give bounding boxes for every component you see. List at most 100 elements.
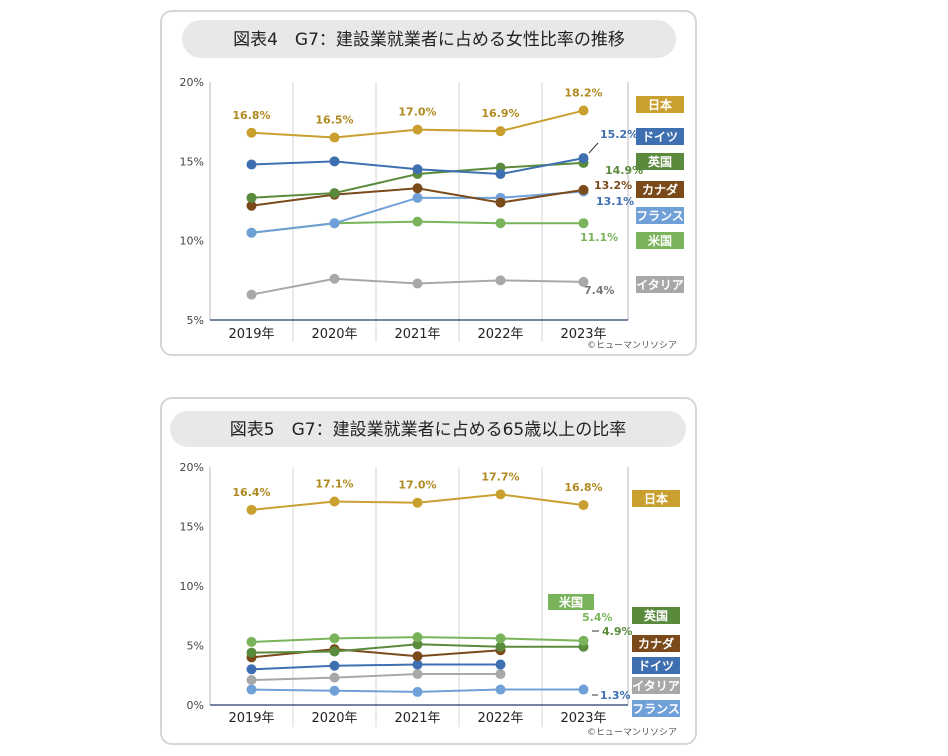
data-point [329, 188, 340, 199]
data-point [329, 646, 340, 657]
data-point [495, 641, 506, 652]
data-point [329, 156, 340, 167]
y-tick-label: 10% [180, 235, 204, 248]
data-point [578, 500, 589, 511]
legend-label: 日本 [648, 97, 672, 112]
x-tick-label: 2020年 [311, 327, 357, 342]
data-point [246, 675, 257, 686]
x-tick-label: 2022年 [477, 711, 523, 726]
data-point [246, 684, 257, 695]
series-line [251, 663, 501, 671]
x-tick-label: 2021年 [394, 327, 440, 342]
data-label: 15.2% [600, 128, 638, 141]
legend-swatch [548, 594, 594, 610]
data-point [412, 686, 423, 697]
data-point [329, 496, 340, 507]
x-tick-label: 2019年 [228, 711, 274, 726]
leader-line [588, 142, 599, 154]
data-point [412, 632, 423, 643]
data-point [412, 164, 423, 175]
data-point [246, 159, 257, 170]
data-point [329, 672, 340, 683]
legend-swatch [636, 96, 684, 113]
data-point [495, 197, 506, 208]
data-point [246, 647, 257, 658]
y-tick-label: 20% [180, 461, 204, 474]
data-point [329, 660, 340, 671]
data-point [578, 153, 589, 164]
data-label: 16.4% [232, 486, 270, 499]
x-tick-label: 2023年 [560, 711, 606, 726]
legend-swatch [632, 607, 680, 624]
legend-label: フランス [636, 209, 684, 223]
data-label: 16.8% [564, 481, 602, 494]
data-point [329, 633, 340, 644]
legend-label: 米国 [559, 595, 583, 610]
legend-label: 英国 [644, 608, 668, 623]
data-point [246, 192, 257, 203]
x-tick-label: 2019年 [228, 327, 274, 342]
x-tick-label: 2023年 [560, 327, 606, 342]
legend-label: ドイツ [642, 130, 678, 144]
data-point [246, 636, 257, 647]
data-label: 11.1% [580, 231, 618, 244]
data-point [578, 635, 589, 646]
chart5-svg: 図表5 G7：建設業就業者に占める65歳以上の比率 0% 5% 10% 15% 20% 20… [170, 411, 686, 738]
data-label: 17.7% [481, 470, 519, 483]
data-label: 13.1% [596, 195, 634, 208]
data-point [412, 183, 423, 194]
x-tick-label: 2021年 [394, 711, 440, 726]
chart4-panel: 図表4 G7：建設業就業者に占める女性比率の推移 5% 10% 15% 20% 2019年… [160, 10, 697, 356]
data-point [412, 278, 423, 289]
data-point [578, 276, 589, 287]
chart-title-box [170, 411, 686, 447]
y-tick-label: 5% [187, 314, 204, 327]
data-label: 5.4% [582, 611, 613, 624]
legend-swatch [636, 153, 684, 170]
data-point [495, 126, 506, 137]
chart-title: 図表4 G7：建設業就業者に占める女性比率の推移 [233, 30, 625, 50]
data-point [246, 200, 257, 211]
data-point [329, 132, 340, 143]
x-tick-label: 2020年 [311, 711, 357, 726]
data-point [329, 685, 340, 696]
legend-label: フランス [632, 702, 680, 716]
data-label: 18.2% [564, 87, 602, 100]
series-line [251, 673, 501, 682]
legend-swatch [636, 128, 684, 145]
data-label: 16.5% [315, 114, 353, 127]
data-point [578, 218, 589, 229]
credit-text: ©ヒューマンリソシア [587, 727, 677, 738]
data-point [329, 273, 340, 284]
data-point [412, 639, 423, 650]
data-point [578, 184, 589, 195]
data-point [412, 216, 423, 227]
data-point [246, 664, 257, 675]
y-tick-label: 5% [187, 640, 204, 653]
legend-swatch [636, 232, 684, 249]
legend-label: 米国 [648, 233, 672, 248]
legend-label: イタリア [632, 679, 680, 693]
legend-swatch [632, 700, 680, 717]
legend-label: 英国 [648, 154, 672, 169]
data-label: 4.9% [602, 625, 633, 638]
credit-text: ©ヒューマンリソシア [587, 340, 677, 351]
y-tick-label: 15% [180, 521, 204, 534]
data-label: 17.1% [315, 478, 353, 491]
y-tick-label: 0% [187, 699, 204, 712]
data-point [495, 169, 506, 180]
legend-label: カナダ [638, 636, 674, 651]
legend-swatch [632, 635, 680, 652]
data-label: 1.3% [600, 689, 631, 702]
data-label: 17.0% [398, 479, 436, 492]
data-point [412, 659, 423, 670]
data-point [412, 669, 423, 680]
data-point [412, 124, 423, 135]
legend-label: イタリア [636, 278, 684, 292]
data-point [495, 633, 506, 644]
data-point [495, 489, 506, 500]
y-tick-label: 15% [180, 155, 204, 168]
y-tick-label: 20% [180, 76, 204, 89]
data-point [246, 504, 257, 515]
data-point [329, 218, 340, 229]
